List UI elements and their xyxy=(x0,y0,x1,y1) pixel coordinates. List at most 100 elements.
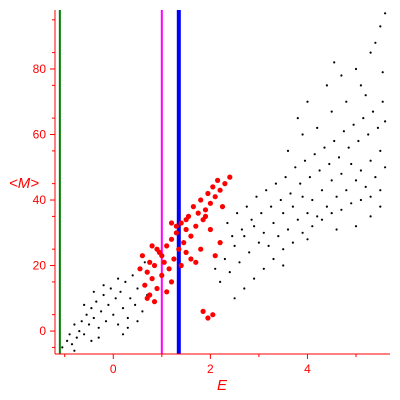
y-tick-label: 40 xyxy=(33,193,47,207)
data-point-small xyxy=(350,162,353,166)
data-point-small xyxy=(131,274,134,277)
data-point-small xyxy=(236,212,239,215)
data-point-small xyxy=(340,208,343,211)
data-point-large xyxy=(181,240,187,246)
x-axis-title: E xyxy=(217,377,228,394)
data-point-small xyxy=(359,169,362,172)
data-point-large xyxy=(207,226,213,233)
data-point-large xyxy=(168,279,175,285)
data-point-small xyxy=(367,133,370,136)
data-point-large xyxy=(198,197,204,203)
data-point-small xyxy=(134,303,137,306)
data-point-small xyxy=(369,159,372,162)
data-point-small xyxy=(126,316,129,320)
data-point-small xyxy=(286,149,290,152)
data-point-small xyxy=(301,133,304,136)
data-point-small xyxy=(374,176,377,179)
axes xyxy=(54,10,390,355)
data-point-small xyxy=(61,346,64,349)
data-point-small xyxy=(272,257,275,261)
data-point-large xyxy=(222,181,228,187)
data-point-small xyxy=(129,297,132,300)
data-point-small xyxy=(325,205,328,208)
data-point-small xyxy=(328,162,331,166)
data-point-small xyxy=(143,261,146,264)
y-tick-label: 80 xyxy=(33,62,47,76)
data-point-small xyxy=(214,267,217,270)
data-point-small xyxy=(233,244,236,247)
data-point-small xyxy=(78,330,81,333)
y-tick-label: 60 xyxy=(33,127,47,141)
data-point-large xyxy=(210,312,216,318)
data-point-small xyxy=(291,205,294,208)
data-point-small xyxy=(384,166,387,169)
data-point-large xyxy=(144,295,150,301)
data-point-small xyxy=(112,313,115,316)
data-point-small xyxy=(114,297,117,300)
data-point-small xyxy=(267,244,270,247)
data-point-large xyxy=(219,204,226,210)
data-point-small xyxy=(369,195,372,198)
data-point-small xyxy=(262,231,265,234)
data-point-small xyxy=(231,235,234,238)
data-point-large xyxy=(154,246,160,252)
data-point-small xyxy=(107,303,110,306)
data-point-small xyxy=(97,336,100,339)
data-point-small xyxy=(306,100,309,103)
data-point-small xyxy=(277,235,280,238)
data-point-small xyxy=(306,212,309,215)
data-point-small xyxy=(226,221,229,225)
data-point-large xyxy=(171,256,177,262)
data-point-large xyxy=(193,259,199,265)
data-point-small xyxy=(265,189,268,192)
data-point-large xyxy=(178,262,184,269)
data-point-small xyxy=(291,241,294,244)
data-point-large xyxy=(212,194,218,200)
data-point-large xyxy=(183,226,189,233)
data-point-large xyxy=(190,204,196,210)
data-point-small xyxy=(282,212,285,215)
data-point-small xyxy=(340,74,343,77)
data-point-large xyxy=(164,243,170,249)
data-point-small xyxy=(282,264,285,267)
data-point-small xyxy=(126,326,129,329)
data-point-small xyxy=(104,320,108,323)
data-point-small xyxy=(245,205,248,208)
data-point-small xyxy=(270,205,273,208)
data-point-small xyxy=(223,257,226,261)
data-point-small xyxy=(354,179,358,182)
data-point-large xyxy=(202,207,209,213)
data-point-small xyxy=(70,343,74,346)
data-point-small xyxy=(381,100,384,103)
data-point-large xyxy=(176,246,182,252)
y-tick-label: 0 xyxy=(39,324,46,338)
data-point-small xyxy=(340,172,343,175)
data-point-small xyxy=(342,130,345,133)
data-point-small xyxy=(233,297,236,300)
data-point-small xyxy=(337,156,341,159)
data-point-small xyxy=(238,261,241,264)
y-tick-label: 20 xyxy=(33,259,47,273)
data-point-small xyxy=(219,280,222,283)
data-point-small xyxy=(124,280,127,283)
data-point-small xyxy=(253,277,256,280)
data-point-large xyxy=(166,266,172,272)
x-tick-label: 4 xyxy=(304,362,311,376)
data-point-small xyxy=(90,307,93,310)
vertical-lines xyxy=(58,10,181,354)
data-point-large xyxy=(188,233,194,239)
data-point-small xyxy=(92,290,95,293)
data-point-small xyxy=(311,198,314,202)
data-point-small xyxy=(335,228,338,231)
data-point-small xyxy=(347,146,350,149)
data-point-large xyxy=(159,253,165,259)
data-point-small xyxy=(97,326,100,329)
data-point-small xyxy=(316,126,319,129)
data-point-large xyxy=(183,249,189,255)
data-point-large xyxy=(149,243,155,249)
data-point-large xyxy=(161,259,167,265)
data-point-large xyxy=(144,269,150,275)
data-point-small xyxy=(325,84,328,87)
data-point-small xyxy=(272,221,275,225)
